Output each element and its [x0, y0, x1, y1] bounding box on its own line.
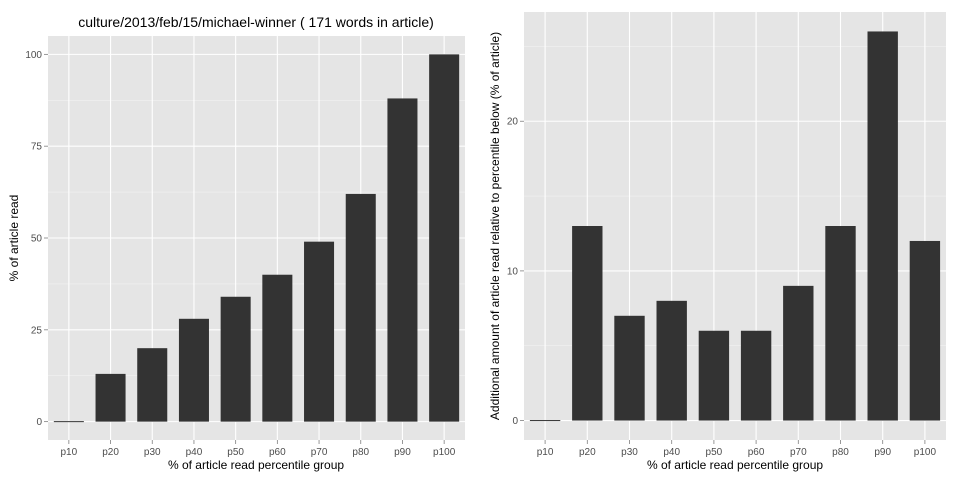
y-axis-label: Additional amount of article read relati… [488, 32, 502, 420]
x-tick-label: p90 [874, 447, 891, 458]
left-chart: 0 25 50 75 100 p10 p20 p30 p40 p50 p60 p70 p80 p90 p10… [7, 14, 465, 472]
chart-title: culture/2013/feb/15/michael-winner ( 171… [78, 14, 434, 30]
x-tick-label: p60 [748, 447, 765, 458]
x-tick-label: p10 [61, 447, 78, 458]
bar-p10 [53, 421, 84, 423]
x-tick-label: p30 [621, 447, 638, 458]
y-tick-label: 20 [507, 117, 519, 128]
x-tick-label: p60 [269, 447, 286, 458]
bar-p30 [614, 315, 645, 421]
x-tick-label: p10 [537, 447, 554, 458]
x-tick-label: p50 [227, 447, 244, 458]
y-tick-label: 0 [36, 417, 42, 428]
x-axis-label: % of article read percentile group [168, 458, 344, 472]
bar-p70 [304, 241, 335, 422]
x-tick-label: p20 [579, 447, 596, 458]
bar-p60 [740, 330, 772, 421]
bar-p70 [783, 285, 814, 421]
x-tick-label: p100 [433, 447, 456, 458]
x-axis-label: % of article read percentile group [647, 458, 823, 472]
x-tick-label: p80 [352, 447, 369, 458]
x-tick-label: p70 [311, 447, 328, 458]
bar-p10 [529, 420, 561, 422]
bar-p100 [909, 240, 941, 421]
bar-p50 [698, 330, 730, 421]
bar-p80 [345, 193, 376, 422]
x-tick-label: p40 [186, 447, 203, 458]
bar-p90 [867, 31, 898, 421]
x-tick-label: p90 [394, 447, 411, 458]
bar-p30 [137, 348, 168, 422]
bar-p20 [95, 373, 126, 422]
bar-p100 [429, 54, 460, 422]
y-tick-label: 25 [31, 325, 43, 336]
bar-p20 [572, 226, 603, 421]
bar-p90 [387, 98, 418, 422]
x-tick-label: p20 [102, 447, 119, 458]
x-tick-label: p100 [914, 447, 937, 458]
bar-p40 [178, 318, 209, 422]
x-tick-label: p40 [663, 447, 680, 458]
y-tick-label: 100 [25, 50, 42, 61]
x-tick-label: p30 [144, 447, 161, 458]
x-tick-label: p50 [706, 447, 723, 458]
y-axis-label: % of article read [7, 195, 21, 282]
right-chart: 0 10 20 p10 p20 p30 p40 p50 p60 p70 p80 p90 p100 % of… [488, 12, 946, 472]
x-tick-label: p80 [832, 447, 849, 458]
bar-p80 [825, 226, 856, 421]
x-tick-label: p70 [790, 447, 807, 458]
bar-p40 [656, 300, 687, 421]
bar-p50 [220, 296, 251, 422]
y-tick-label: 10 [507, 266, 519, 277]
bar-p60 [262, 274, 293, 422]
y-tick-label: 50 [31, 234, 43, 245]
y-tick-label: 0 [512, 416, 518, 427]
y-tick-label: 75 [31, 142, 43, 153]
